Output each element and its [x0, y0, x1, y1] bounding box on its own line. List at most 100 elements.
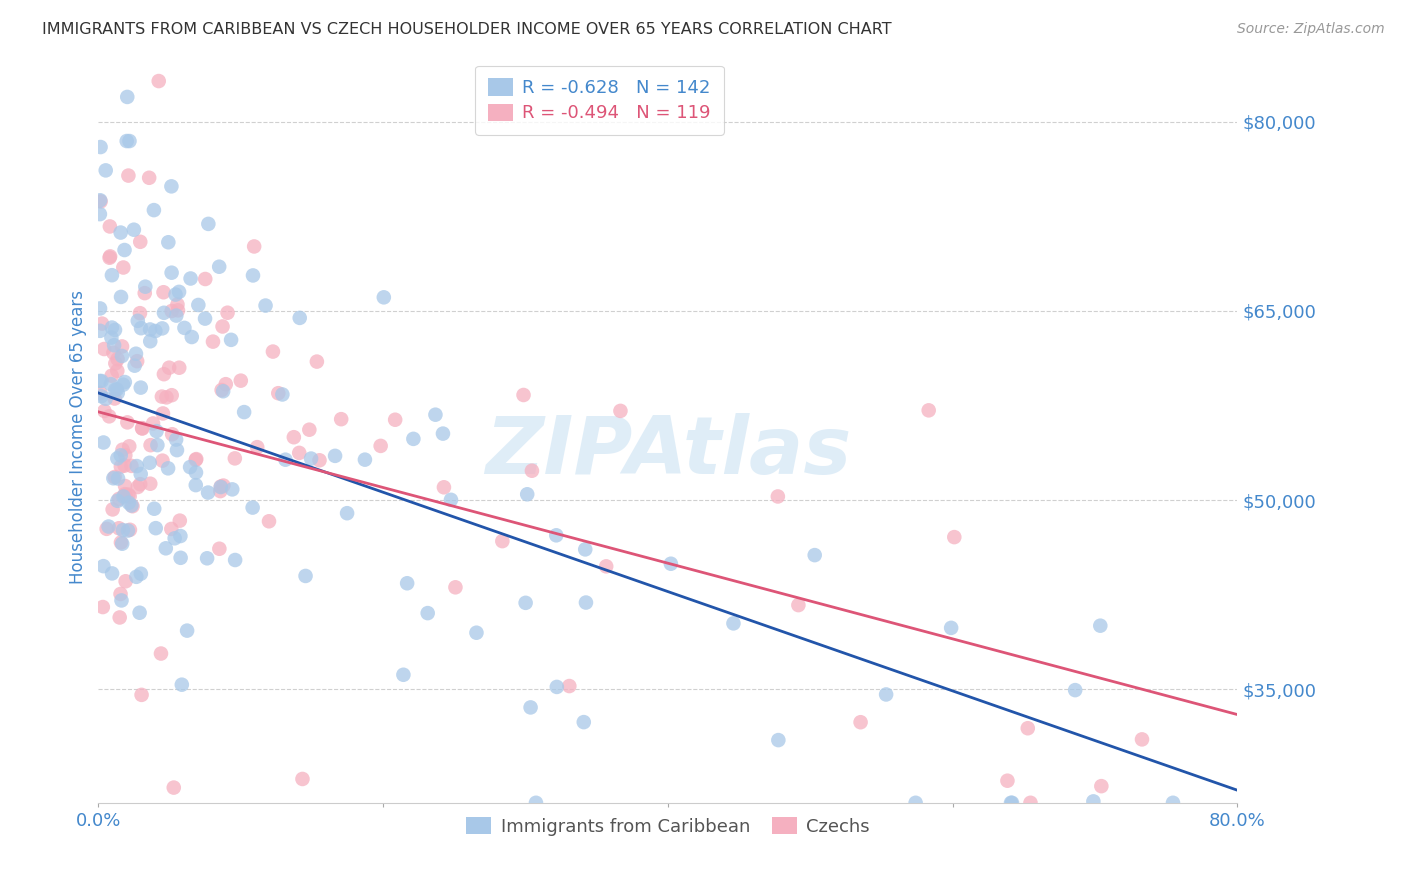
Point	[184, 452, 207, 467]
Point	[108, 521, 131, 535]
Point	[104, 383, 127, 397]
Point	[111, 442, 134, 457]
Point	[114, 574, 136, 589]
Point	[110, 535, 132, 549]
Point	[100, 330, 122, 344]
Point	[520, 464, 543, 478]
Point	[112, 377, 135, 392]
Point	[131, 688, 153, 702]
Point	[107, 386, 129, 401]
Point	[93, 342, 115, 356]
Text: ZIPAtlas: ZIPAtlas	[485, 413, 851, 491]
Text: Source: ZipAtlas.com: Source: ZipAtlas.com	[1237, 22, 1385, 37]
Point	[101, 320, 124, 334]
Point	[145, 424, 167, 438]
Point	[118, 496, 141, 510]
Point	[1017, 721, 1039, 735]
Point	[267, 386, 290, 401]
Point	[89, 374, 111, 388]
Point	[787, 598, 810, 612]
Point	[524, 796, 547, 810]
Point	[904, 796, 927, 810]
Point	[167, 360, 190, 375]
Point	[121, 500, 143, 514]
Point	[125, 570, 148, 584]
Point	[101, 268, 124, 283]
Point	[440, 492, 463, 507]
Point	[155, 541, 177, 556]
Point	[94, 163, 117, 178]
Point	[93, 435, 115, 450]
Point	[90, 194, 112, 209]
Point	[152, 407, 174, 421]
Point	[219, 333, 242, 347]
Point	[129, 235, 152, 249]
Point	[129, 321, 152, 335]
Point	[271, 387, 294, 401]
Point	[1161, 796, 1184, 810]
Point	[1064, 683, 1087, 698]
Point	[575, 596, 598, 610]
Point	[118, 523, 141, 537]
Point	[574, 542, 596, 557]
Point	[283, 430, 305, 444]
Point	[167, 303, 190, 318]
Point	[257, 514, 280, 528]
Point	[305, 354, 328, 368]
Point	[160, 304, 183, 318]
Point	[373, 290, 395, 304]
Point	[402, 432, 425, 446]
Point	[103, 346, 125, 360]
Point	[444, 580, 467, 594]
Point	[595, 559, 617, 574]
Point	[173, 321, 195, 335]
Point	[114, 448, 136, 462]
Point	[165, 287, 187, 301]
Point	[384, 413, 406, 427]
Point	[766, 490, 789, 504]
Point	[134, 279, 156, 293]
Point	[849, 715, 872, 730]
Point	[96, 522, 118, 536]
Point	[170, 678, 193, 692]
Point	[104, 470, 127, 484]
Y-axis label: Householder Income Over 65 years: Householder Income Over 65 years	[69, 290, 87, 584]
Point	[262, 344, 284, 359]
Point	[1001, 796, 1024, 810]
Point	[107, 352, 129, 367]
Point	[1090, 779, 1112, 793]
Point	[169, 550, 191, 565]
Point	[229, 374, 252, 388]
Point	[166, 443, 188, 458]
Point	[104, 356, 127, 370]
Point	[112, 260, 135, 275]
Point	[212, 478, 235, 492]
Point	[138, 456, 160, 470]
Point	[308, 453, 330, 467]
Point	[89, 386, 111, 401]
Point	[294, 569, 316, 583]
Point	[89, 301, 111, 316]
Point	[90, 140, 112, 154]
Point	[129, 467, 152, 481]
Point	[211, 383, 233, 397]
Point	[242, 268, 264, 283]
Point	[392, 667, 415, 681]
Point	[546, 528, 568, 542]
Point	[1090, 618, 1112, 632]
Point	[217, 306, 239, 320]
Point	[163, 780, 186, 795]
Point	[114, 243, 136, 257]
Point	[609, 404, 631, 418]
Point	[194, 311, 217, 326]
Point	[114, 487, 136, 501]
Point	[215, 377, 238, 392]
Point	[242, 500, 264, 515]
Point	[224, 451, 246, 466]
Point	[107, 493, 129, 508]
Point	[115, 134, 138, 148]
Point	[939, 621, 962, 635]
Point	[160, 427, 183, 442]
Point	[131, 421, 153, 435]
Point	[118, 439, 141, 453]
